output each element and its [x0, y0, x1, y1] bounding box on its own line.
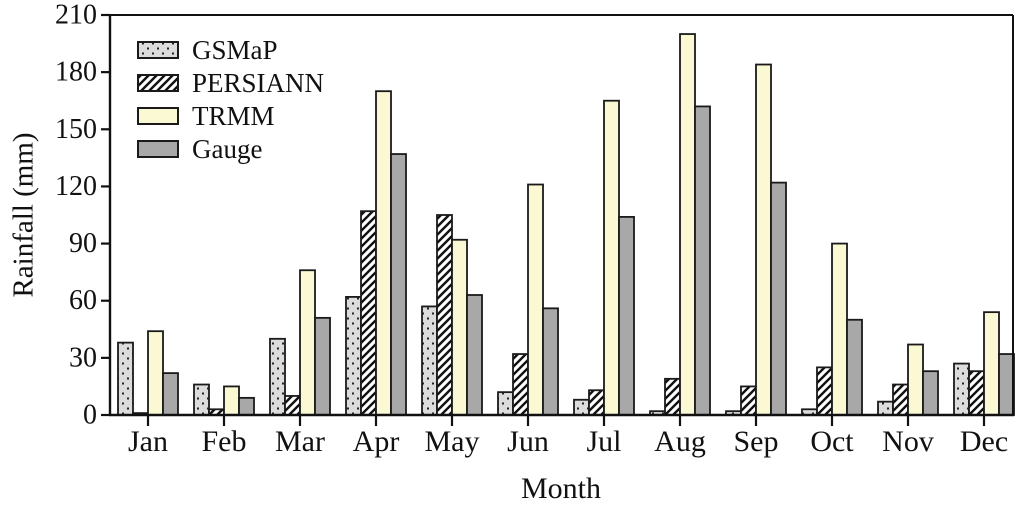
y-tick-label: 0: [83, 400, 97, 431]
bar-PERSIANN-Mar: [284, 395, 301, 416]
bar-Gauge-Aug: [694, 105, 711, 416]
bar-GSMaP-Nov: [877, 400, 894, 416]
bar-PERSIANN-Dec: [968, 370, 985, 416]
bar-TRMM-Jun: [527, 183, 544, 416]
x-tick-label-Nov: Nov: [882, 425, 934, 458]
bar-TRMM-Aug: [679, 33, 696, 416]
bar-TRMM-Nov: [907, 343, 924, 416]
bar-PERSIANN-Sep: [740, 385, 757, 416]
legend-swatch-PERSIANN: [137, 74, 179, 92]
bar-PERSIANN-Apr: [360, 210, 377, 416]
bar-GSMaP-Jan: [117, 341, 134, 416]
y-axis-label: Rainfall (mm): [7, 132, 40, 298]
bar-Gauge-Apr: [390, 153, 407, 416]
legend-label-PERSIANN: PERSIANN: [192, 68, 324, 98]
bar-Gauge-Jun: [542, 307, 559, 416]
bar-Gauge-Feb: [238, 396, 255, 416]
bar-Gauge-Nov: [922, 370, 939, 416]
x-tick-label-Oct: Oct: [810, 425, 854, 458]
x-tick-label-Aug: Aug: [654, 425, 706, 458]
bar-Gauge-Mar: [314, 316, 331, 416]
bar-TRMM-Feb: [223, 385, 240, 416]
bar-GSMaP-Jun: [497, 391, 514, 416]
x-tick-label-Jul: Jul: [586, 425, 621, 458]
x-tick-label-Mar: Mar: [275, 425, 325, 458]
bar-PERSIANN-Jul: [588, 389, 605, 416]
x-axis-label: Month: [520, 472, 602, 505]
legend-swatch-Gauge: [137, 140, 179, 158]
bar-PERSIANN-Oct: [816, 366, 833, 416]
bar-PERSIANN-May: [436, 214, 453, 416]
bar-Gauge-Jul: [618, 216, 635, 416]
legend-label-Gauge: Gauge: [192, 134, 262, 164]
x-tick-label-Dec: Dec: [960, 425, 1008, 458]
bar-GSMaP-Jul: [573, 398, 590, 416]
bar-TRMM-Jul: [603, 99, 620, 416]
bar-TRMM-Oct: [831, 242, 848, 416]
y-tick-label: 120: [55, 171, 97, 202]
bar-TRMM-Jan: [147, 330, 164, 416]
y-tick-label: 180: [55, 57, 97, 88]
x-tick-label-Apr: Apr: [353, 425, 400, 458]
bar-Gauge-Sep: [770, 181, 787, 416]
bar-GSMaP-Dec: [953, 362, 970, 416]
bar-PERSIANN-Nov: [892, 383, 909, 416]
x-tick-label-Jan: Jan: [128, 425, 168, 458]
y-tick-label: 150: [55, 114, 97, 145]
y-tick-label: 210: [55, 0, 97, 31]
legend-label-GSMaP: GSMaP: [192, 35, 278, 65]
bar-GSMaP-May: [421, 305, 438, 416]
bar-PERSIANN-Aug: [664, 377, 681, 416]
bar-Gauge-Jan: [162, 372, 179, 416]
x-tick-label-Feb: Feb: [202, 425, 247, 458]
y-tick-label: 90: [69, 228, 97, 259]
legend-swatch-TRMM: [137, 107, 179, 125]
x-tick-label-Jun: Jun: [507, 425, 549, 458]
bar-TRMM-May: [451, 238, 468, 416]
bar-TRMM-Mar: [299, 269, 316, 416]
legend-label-TRMM: TRMM: [192, 101, 275, 131]
bar-TRMM-Sep: [755, 63, 772, 416]
bar-Gauge-Dec: [998, 353, 1015, 416]
x-tick-label-Sep: Sep: [734, 425, 779, 458]
legend-swatch-GSMaP: [137, 41, 179, 59]
bar-TRMM-Apr: [375, 90, 392, 416]
bar-GSMaP-Apr: [345, 296, 362, 416]
y-tick-label: 30: [69, 342, 97, 373]
bar-TRMM-Dec: [983, 311, 1000, 416]
y-tick-label: 60: [69, 285, 97, 316]
bar-GSMaP-Mar: [269, 337, 286, 416]
bar-PERSIANN-Jun: [512, 353, 529, 416]
bar-GSMaP-Feb: [193, 383, 210, 416]
x-tick-label-May: May: [425, 425, 480, 458]
bar-Gauge-Oct: [846, 318, 863, 416]
bar-Gauge-May: [466, 294, 483, 416]
